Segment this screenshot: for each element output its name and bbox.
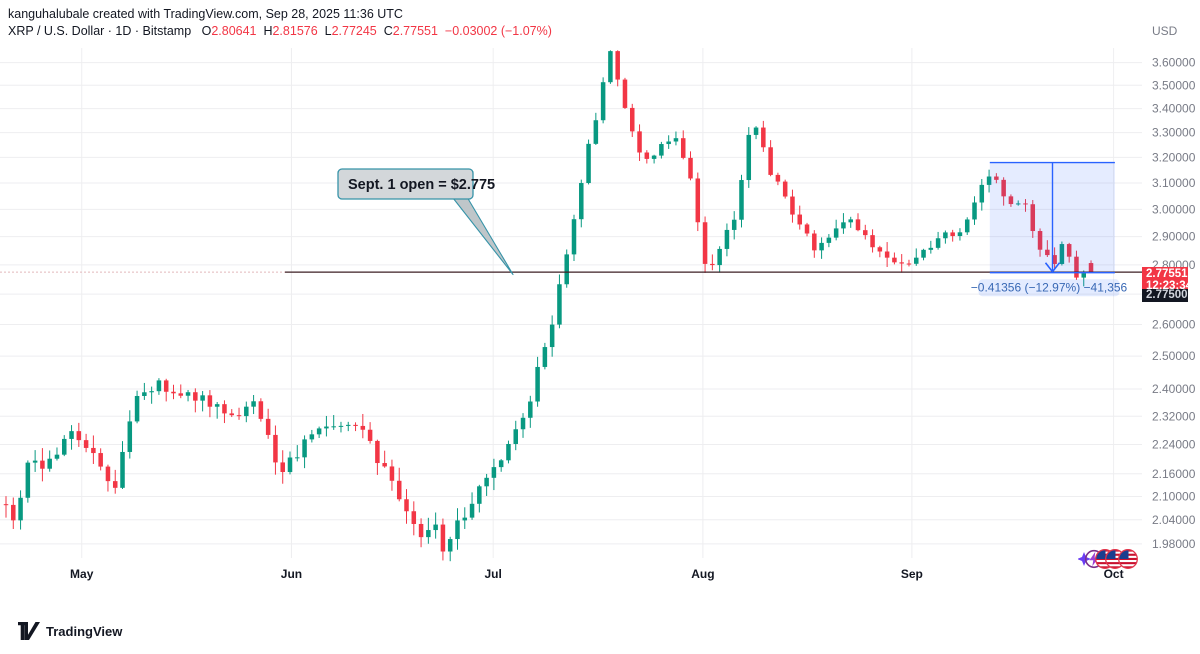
svg-text:2.24000: 2.24000 (1152, 438, 1196, 452)
svg-text:2.10000: 2.10000 (1152, 489, 1196, 503)
svg-text:Sep: Sep (901, 567, 923, 581)
svg-text:3.20000: 3.20000 (1152, 150, 1196, 164)
svg-text:Aug: Aug (691, 567, 714, 581)
svg-text:3.50000: 3.50000 (1152, 78, 1196, 92)
svg-text:Sept. 1 open = $2.775: Sept. 1 open = $2.775 (348, 177, 495, 193)
svg-text:3.00000: 3.00000 (1152, 202, 1196, 216)
svg-text:1.98000: 1.98000 (1152, 537, 1196, 551)
svg-text:2.40000: 2.40000 (1152, 382, 1196, 396)
svg-text:−0.41356 (−12.97%) −41,356: −0.41356 (−12.97%) −41,356 (971, 281, 1128, 295)
svg-text:2.60000: 2.60000 (1152, 318, 1196, 332)
svg-text:3.60000: 3.60000 (1152, 56, 1196, 70)
svg-text:3.10000: 3.10000 (1152, 176, 1196, 190)
svg-text:Jul: Jul (484, 567, 501, 581)
svg-text:May: May (70, 567, 94, 581)
svg-text:3.40000: 3.40000 (1152, 102, 1196, 116)
svg-text:2.32000: 2.32000 (1152, 409, 1196, 423)
svg-text:2.16000: 2.16000 (1152, 467, 1196, 481)
svg-text:2.90000: 2.90000 (1152, 230, 1196, 244)
svg-text:2.04000: 2.04000 (1152, 513, 1196, 527)
svg-text:2.50000: 2.50000 (1152, 349, 1196, 363)
svg-text:3.30000: 3.30000 (1152, 126, 1196, 140)
svg-text:Jun: Jun (281, 567, 302, 581)
